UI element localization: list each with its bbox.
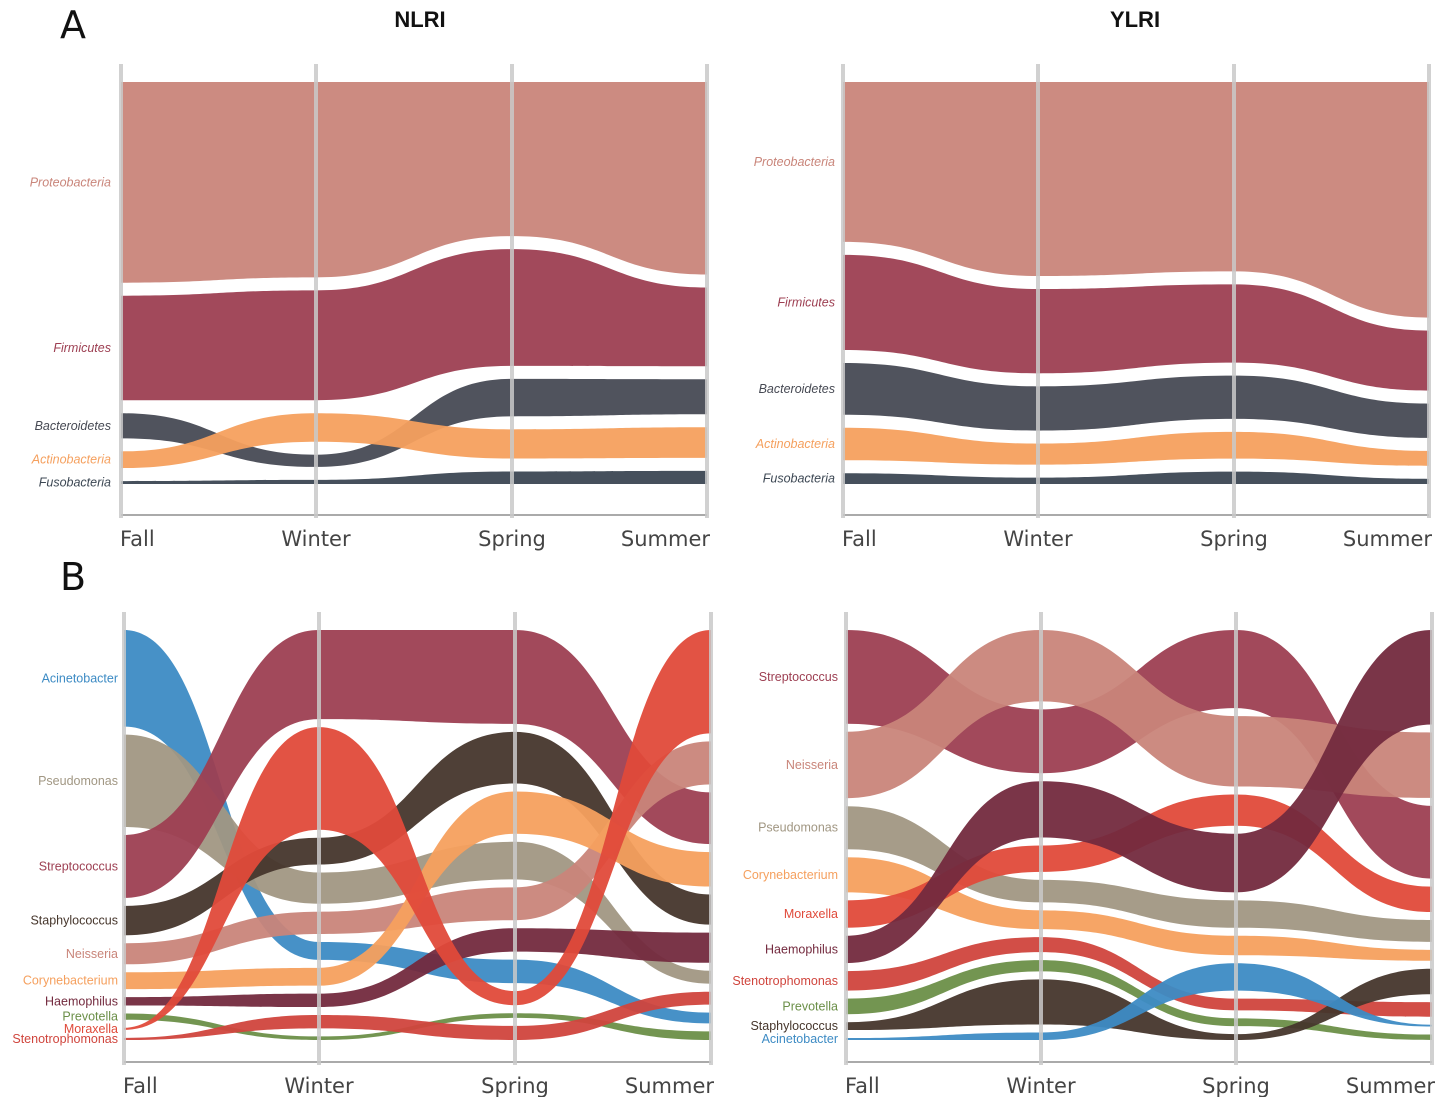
series-label-fusobacteria: Fusobacteria [39,476,111,490]
tick-label-winter: Winter [1006,1074,1076,1097]
tick-label-fall: Fall [842,527,877,551]
tick-label-spring: Spring [481,1074,549,1097]
series-label-bacteroidetes: Bacteroidetes [35,419,111,433]
series-label-proteobacteria: Proteobacteria [754,155,835,169]
flow-actinobacteria [843,427,1429,466]
flow-acinetobacter [846,963,1432,1040]
series-label-prevotella: Prevotella [62,1010,118,1024]
series-label-firmicutes: Firmicutes [53,341,111,355]
alluvial-chart-nlri-phylum: Fall Winter Spring Summer Proteobacteria Firm… [30,64,710,551]
panel-letter-a: A [60,3,86,47]
series-label-haemophilus: Haemophilus [765,942,838,956]
tick-label-summer: Summer [1343,527,1432,551]
tick-label-winter: Winter [281,527,351,551]
flow-corynebacterium [846,857,1432,961]
tick-label-summer: Summer [625,1074,714,1097]
series-label-neisseria: Neisseria [786,758,838,772]
series-label-streptococcus: Streptococcus [759,670,838,684]
series-label-staphylococcus: Staphylococcus [750,1019,838,1033]
series-label-staphylococcus: Staphylococcus [30,914,118,928]
series-label-acinetobacter: Acinetobacter [762,1032,838,1046]
flow-neisseria [124,741,711,965]
flow-actinobacteria [121,413,707,469]
series-label-corynebacterium: Corynebacterium [743,868,838,882]
series-label-moraxella: Moraxella [784,907,838,921]
flow-proteobacteria [843,82,1429,318]
series-label-fusobacteria: Fusobacteria [763,472,835,486]
flow-haemophilus [846,630,1432,964]
flow-pseudomonas [124,734,711,984]
flow-streptococcus [124,630,711,898]
tick-label-summer: Summer [1346,1074,1435,1097]
flow-stenotrophomonas [846,937,1432,1017]
series-label-actinobacteria: Actinobacteria [31,453,111,467]
flow-stenotrophomonas [124,991,711,1040]
series-label-moraxella: Moraxella [64,1022,118,1036]
series-label-stenotrophomonas: Stenotrophomonas [12,1032,118,1046]
series-label-actinobacteria: Actinobacteria [755,437,835,451]
tick-label-spring: Spring [1202,1074,1270,1097]
alluvial-chart-ylri-phylum: Fall Winter Spring Summer Proteobacteria Firm… [754,64,1432,551]
flow-neisseria [846,630,1432,799]
tick-label-fall: Fall [120,527,155,551]
flow-firmicutes [121,249,707,401]
alluvial-chart-nlri-genus: Fall Winter Spring Summer Acinetobacter Pseud… [12,612,714,1097]
flow-prevotella [846,960,1432,1040]
chart-title-ylri: YLRI [1110,7,1160,32]
flow-fusobacteria [843,471,1429,484]
tick-label-spring: Spring [478,527,546,551]
tick-label-fall: Fall [123,1074,158,1097]
series-label-firmicutes: Firmicutes [777,295,835,309]
series-label-pseudomonas: Pseudomonas [38,774,118,788]
flow-streptococcus [846,630,1432,879]
tick-label-spring: Spring [1200,527,1268,551]
series-label-acinetobacter: Acinetobacter [42,671,118,685]
series-label-stenotrophomonas: Stenotrophomonas [732,974,838,988]
series-label-neisseria: Neisseria [66,947,118,961]
tick-label-winter: Winter [284,1074,354,1097]
flow-bacteroidetes [843,362,1429,438]
flow-staphylococcus [846,968,1432,1040]
flow-staphylococcus [124,731,711,936]
flow-moraxella [124,630,711,1030]
series-label-proteobacteria: Proteobacteria [30,175,111,189]
series-label-pseudomonas: Pseudomonas [758,821,838,835]
flow-fusobacteria [121,470,707,484]
series-label-prevotella: Prevotella [782,999,838,1013]
chart-title-nlri: NLRI [394,7,445,32]
series-label-bacteroidetes: Bacteroidetes [759,382,835,396]
flow-haemophilus [124,928,711,1008]
flow-pseudomonas [846,806,1432,942]
flow-firmicutes [843,254,1429,391]
series-label-corynebacterium: Corynebacterium [23,974,118,988]
tick-label-summer: Summer [621,527,710,551]
series-label-haemophilus: Haemophilus [45,994,118,1008]
alluvial-chart-ylri-genus: Fall Winter Spring Summer Streptococcus Neiss… [732,612,1435,1097]
series-label-streptococcus: Streptococcus [39,859,118,873]
flow-proteobacteria [121,82,707,283]
tick-label-winter: Winter [1003,527,1073,551]
tick-label-fall: Fall [845,1074,880,1097]
panel-letter-b: B [60,555,86,599]
